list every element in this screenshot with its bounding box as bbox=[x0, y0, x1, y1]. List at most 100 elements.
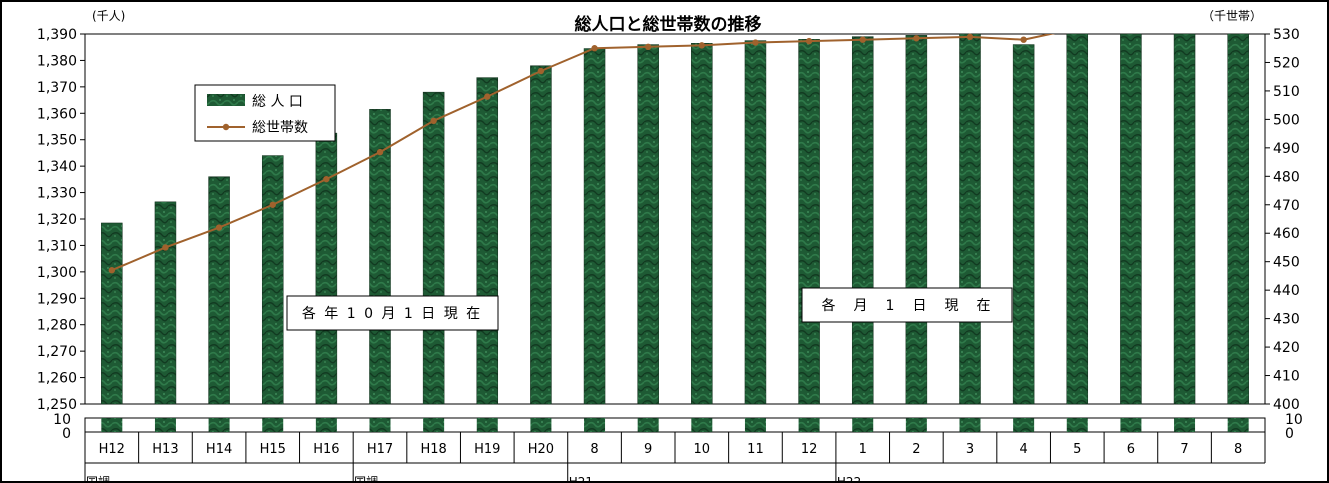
y-right-tick-label: 430 bbox=[1273, 312, 1300, 328]
x-tick-label: 4 bbox=[1019, 442, 1027, 457]
x-tick-label: 11 bbox=[747, 442, 764, 457]
population-bar-stub bbox=[852, 418, 874, 432]
household-point bbox=[269, 201, 276, 208]
population-bar-stub bbox=[584, 418, 606, 432]
annotation-census-text: 各 年 1 0 月 1 日 現 在 bbox=[302, 306, 482, 322]
population-bar bbox=[851, 36, 874, 405]
population-bar bbox=[798, 39, 820, 405]
y-left-unit: (千人) bbox=[92, 9, 125, 23]
y-left-tick-label: 1,360 bbox=[37, 106, 77, 122]
population-bar-stubs bbox=[101, 418, 1249, 432]
y-left-tick-label: 1,330 bbox=[37, 186, 77, 202]
y-left-tick-label: 1,280 bbox=[37, 318, 77, 334]
population-bar bbox=[476, 77, 499, 405]
household-point bbox=[215, 224, 223, 231]
x-group-label: 国調 bbox=[354, 475, 378, 483]
population-bar-stub bbox=[101, 418, 123, 432]
population-bar-stub bbox=[262, 418, 284, 432]
y-right-tick-label: 530 bbox=[1273, 27, 1300, 43]
population-bar bbox=[422, 91, 445, 405]
y-right-tick-label: 470 bbox=[1273, 198, 1300, 214]
household-point bbox=[591, 45, 598, 52]
y-right-tick-label: 420 bbox=[1273, 340, 1300, 356]
x-tick-label: H18 bbox=[420, 442, 446, 457]
population-bar bbox=[1012, 44, 1035, 405]
x-tick-label: H14 bbox=[206, 442, 232, 457]
population-bar bbox=[154, 201, 177, 405]
y-left-break-tick-label: 10 bbox=[53, 412, 71, 428]
household-line-path bbox=[111, 34, 1056, 272]
x-tick-label: 8 bbox=[1234, 442, 1242, 457]
population-bar-stub bbox=[1174, 418, 1196, 432]
y-left-tick-label: 1,370 bbox=[37, 80, 77, 96]
x-tick-label: H15 bbox=[260, 442, 286, 457]
y-right-break-tick-label: 0 bbox=[1285, 426, 1294, 442]
population-bar bbox=[691, 43, 713, 405]
household-point bbox=[966, 33, 974, 41]
household-line bbox=[108, 33, 1056, 274]
legend-swatch-population bbox=[207, 94, 245, 106]
population-bar-stub bbox=[1227, 418, 1249, 432]
household-point bbox=[162, 244, 169, 251]
y-left-axis: 1,250 1,260 1,270 1,280 1,290 1,300 1,310 1,320… bbox=[37, 27, 85, 442]
y-right-tick-label: 450 bbox=[1273, 255, 1300, 271]
x-tick-label: H13 bbox=[152, 442, 178, 457]
y-right-break-tick-label: 10 bbox=[1285, 412, 1303, 428]
x-tick-label: 1 bbox=[859, 442, 867, 457]
x-tick-label: H19 bbox=[474, 442, 500, 457]
population-bar bbox=[1120, 33, 1142, 405]
annotation-census: 各 年 1 0 月 1 日 現 在 bbox=[286, 295, 499, 331]
household-point bbox=[323, 175, 330, 183]
household-point bbox=[376, 148, 384, 156]
legend: 総 人 口 総世帯数 bbox=[194, 84, 336, 142]
population-bar bbox=[959, 33, 981, 405]
x-group-label: 国調 bbox=[86, 475, 110, 483]
x-tick-label: 8 bbox=[590, 442, 598, 457]
population-bar bbox=[744, 40, 767, 405]
y-right-tick-label: 460 bbox=[1273, 226, 1300, 242]
population-bar bbox=[583, 48, 606, 405]
population-bar-stub bbox=[744, 418, 766, 432]
annotation-monthly: 各 月 1 日 現 在 bbox=[801, 287, 1013, 323]
population-bar-stub bbox=[691, 418, 713, 432]
y-right-axis: 400 410 420 430 440 450 460 470 480 490 500 510 520 5… bbox=[1265, 27, 1303, 442]
y-right-tick-label: 500 bbox=[1273, 112, 1300, 128]
y-left-break-tick-label: 0 bbox=[62, 426, 71, 442]
population-bar bbox=[261, 155, 284, 405]
x-tick-label: 6 bbox=[1127, 442, 1135, 457]
population-bar-stub bbox=[154, 418, 176, 432]
x-tick-label: H20 bbox=[528, 442, 554, 457]
x-tick-label: 2 bbox=[912, 442, 920, 457]
household-point bbox=[859, 36, 866, 43]
population-bar bbox=[530, 65, 552, 405]
population-bar-stub bbox=[423, 418, 445, 432]
population-bar-stub bbox=[1013, 418, 1035, 432]
x-tick-label: 5 bbox=[1073, 442, 1081, 457]
household-point bbox=[913, 35, 920, 42]
population-bar-stub bbox=[637, 418, 659, 432]
population-bar bbox=[1173, 33, 1196, 405]
household-point bbox=[698, 42, 706, 49]
population-bar-stub bbox=[905, 418, 927, 432]
x-tick-label: 9 bbox=[644, 442, 652, 457]
population-bar bbox=[208, 176, 230, 405]
y-left-tick-label: 1,300 bbox=[37, 265, 77, 281]
y-right-tick-label: 520 bbox=[1273, 55, 1300, 71]
y-left-tick-label: 1,270 bbox=[37, 344, 77, 360]
y-right-tick-label: 410 bbox=[1273, 369, 1300, 385]
population-bar bbox=[1066, 33, 1089, 405]
y-left-tick-label: 1,390 bbox=[37, 27, 77, 43]
population-bar bbox=[101, 222, 123, 405]
population-bar-stub bbox=[1120, 418, 1142, 432]
population-bar-stub bbox=[1066, 418, 1088, 432]
y-right-tick-label: 440 bbox=[1273, 283, 1300, 299]
x-axis: H12 H13 H14 H15 H16 H17 H18 H19 H20 8 9 10 11 12 1 2 3 4 5… bbox=[84, 432, 1266, 483]
population-bar-stub bbox=[476, 418, 498, 432]
y-right-tick-label: 510 bbox=[1273, 84, 1300, 100]
y-left-tick-label: 1,380 bbox=[37, 53, 77, 69]
y-left-tick-label: 1,340 bbox=[37, 159, 77, 175]
y-right-tick-label: 400 bbox=[1273, 397, 1300, 413]
x-tick-label: H12 bbox=[99, 442, 125, 457]
population-bar bbox=[637, 44, 659, 405]
